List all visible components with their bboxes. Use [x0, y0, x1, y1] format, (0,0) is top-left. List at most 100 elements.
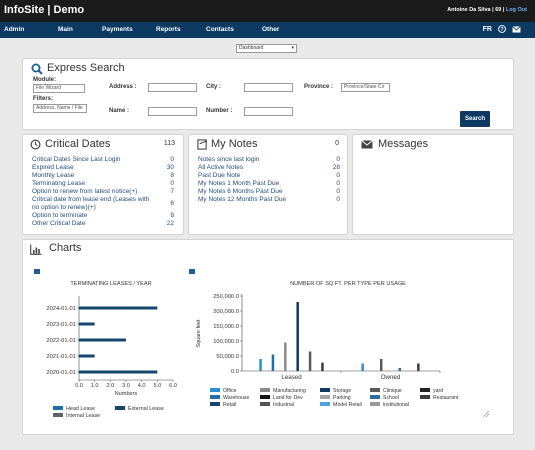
note-row-label[interactable]: Notes since last login: [198, 156, 260, 163]
legend-swatch: [320, 395, 330, 399]
province-input[interactable]: Province/State Co: [341, 83, 390, 92]
legend-swatch: [370, 395, 380, 399]
legend-swatch: [260, 388, 270, 392]
legend-label: Manufacturing: [273, 388, 306, 394]
cd-row-label[interactable]: Expired Lease: [32, 164, 74, 171]
legend-swatch: [260, 402, 270, 406]
address-input[interactable]: [148, 83, 197, 92]
legend-label: Parking: [333, 395, 351, 401]
mail-icon[interactable]: [512, 25, 521, 33]
bar: [79, 370, 158, 374]
my-notes-count: 0: [335, 140, 339, 147]
city-input[interactable]: [244, 83, 293, 92]
bar: [79, 338, 126, 342]
search-button[interactable]: Search: [460, 111, 490, 127]
filters-input[interactable]: Address, Name / File: [33, 104, 87, 113]
note-row-label[interactable]: My Notes 1 Month Past Due: [198, 180, 280, 187]
legend-swatch: [370, 388, 380, 392]
chart-menu-icon: [34, 269, 40, 274]
note-icon: [197, 139, 208, 152]
legend-swatch: [210, 388, 220, 392]
y-tick-label: 0.0: [231, 369, 239, 375]
number-label: Number :: [206, 108, 233, 114]
cd-row-label[interactable]: Monthly Lease: [32, 172, 75, 179]
cd-row-label[interactable]: Terminating Lease: [32, 180, 86, 187]
y-tick-label: 2022-01-01: [46, 338, 76, 344]
legend-swatch: [210, 395, 220, 399]
bar: [398, 368, 402, 371]
legend-swatch: [53, 413, 63, 417]
legend-label: Model Retail: [333, 402, 362, 408]
chart-icon: [30, 244, 42, 257]
note-row-value: 0: [336, 172, 340, 179]
x-tick-label: 3.0: [122, 383, 130, 389]
legend-label: Internal Lease: [66, 413, 100, 419]
address-label: Address :: [109, 84, 137, 90]
dashboard-select[interactable]: Dashboard ▾: [236, 44, 297, 53]
cd-row-value: 30: [166, 164, 174, 171]
x-tick-label: 6.0: [169, 383, 177, 389]
legend-label: Clinique: [383, 388, 402, 394]
bar: [308, 351, 312, 371]
main-nav: Admin Main Payments Reports Contacts Oth…: [0, 22, 535, 38]
cd-row-label[interactable]: Critical date from lease end (Leases wit…: [32, 196, 150, 203]
number-input[interactable]: [244, 107, 293, 116]
help-icon[interactable]: ?: [498, 25, 506, 33]
logout-link[interactable]: Log Out: [505, 7, 527, 13]
clock-icon: [30, 139, 41, 152]
note-row-label[interactable]: My Notes 12 Months Past Due: [198, 196, 287, 203]
bar: [284, 342, 287, 371]
charts-title: Charts: [49, 242, 82, 254]
svg-text:?: ?: [500, 27, 503, 33]
y-tick-label: 200,000.0: [213, 309, 239, 315]
bar: [79, 354, 95, 358]
legend-label: Head Lease: [66, 406, 95, 412]
app-title: InfoSite | Demo: [4, 4, 85, 16]
language-toggle[interactable]: FR: [482, 25, 492, 33]
nav-payments[interactable]: Payments: [102, 26, 133, 33]
express-search-panel: Express Search Module: File Wizard Filte…: [22, 58, 514, 130]
x-tick-label: 2.0: [106, 383, 114, 389]
charts-panel: Charts TERMINATING LEASES / YEAR 2024-01-…: [22, 239, 514, 435]
x-tick-label: 0.0: [75, 383, 83, 389]
resize-handle-icon[interactable]: [482, 410, 490, 420]
legend-label: institutional: [383, 402, 409, 408]
module-label: Module:: [33, 77, 56, 83]
cd-row-value: 22: [166, 220, 174, 227]
cd-row-label[interactable]: Option to renew from latest notice(+): [32, 188, 138, 195]
cd-row-label[interactable]: Option to terminate: [32, 212, 88, 219]
nav-main[interactable]: Main: [58, 26, 73, 33]
nav-other[interactable]: Other: [262, 26, 280, 33]
top-bar: InfoSite | Demo Antoine Da Silva | 69 | …: [0, 0, 535, 22]
nav-reports[interactable]: Reports: [156, 26, 181, 33]
legend-label: Warehouse: [223, 395, 249, 401]
note-row-label[interactable]: My Notes 6 Months Past Due: [198, 188, 283, 195]
cd-row-value: 7: [170, 188, 174, 195]
cd-row-label[interactable]: Critical Dates Since Last Login: [32, 156, 121, 163]
nav-admin[interactable]: Admin: [4, 26, 25, 33]
note-row-label[interactable]: Past Due Note: [198, 172, 241, 179]
module-field[interactable]: File Wizard: [33, 84, 85, 93]
user-name: Antoine Da Silva | 69 |: [447, 7, 506, 13]
bar: [296, 302, 299, 371]
chart-title: NUMBER OF SQ.FT. PER TYPE PER USAGE: [290, 281, 406, 287]
bar: [271, 354, 275, 371]
express-search-title: Express Search: [47, 62, 125, 74]
name-input[interactable]: [148, 107, 197, 116]
bar: [259, 359, 262, 371]
note-row-label[interactable]: All Active Notes: [198, 164, 244, 171]
nav-contacts[interactable]: Contacts: [206, 26, 234, 33]
chevron-down-icon: ▾: [291, 45, 294, 51]
note-row-value: 28: [332, 164, 340, 171]
legend-swatch: [53, 406, 63, 410]
cd-row-value: 6: [170, 200, 174, 207]
legend-label: Storage: [333, 388, 351, 394]
legend-swatch: [260, 395, 270, 399]
bar: [379, 359, 383, 371]
cd-row-label-cont[interactable]: no option to renew)(+): [32, 204, 96, 211]
y-tick-label: 50,000.0: [216, 354, 239, 360]
critical-dates-panel: Critical Dates 113 Critical Dates Since …: [22, 134, 184, 235]
province-label: Province :: [304, 84, 334, 90]
sqft-per-type-chart: NUMBER OF SQ.FT. PER TYPE PER USAGE 0.0 50…: [189, 269, 459, 408]
cd-row-label[interactable]: Other Critical Date: [32, 220, 86, 227]
